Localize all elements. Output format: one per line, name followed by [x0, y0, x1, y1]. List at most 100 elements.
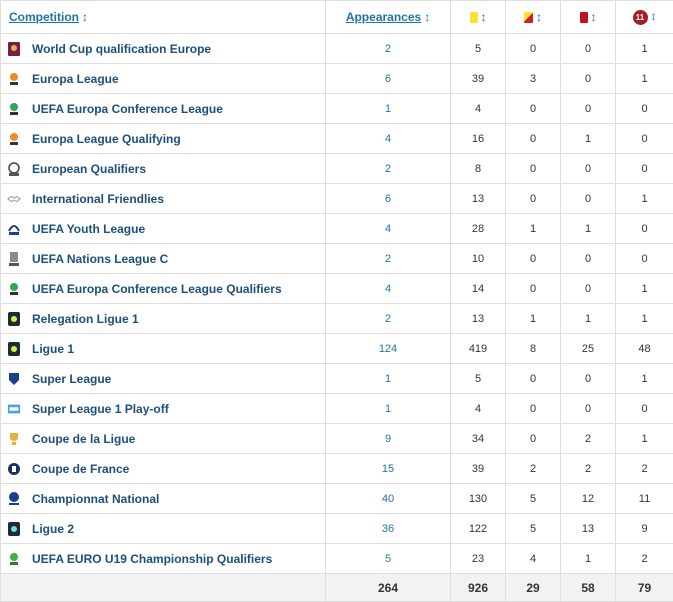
competition-cell: Coupe de France: [0, 453, 326, 484]
appearances-link[interactable]: 6: [325, 183, 451, 214]
appearances-link[interactable]: 4: [325, 123, 451, 154]
appearances-link[interactable]: 1: [325, 363, 451, 394]
competition-cell: Europa League Qualifying: [0, 123, 326, 154]
appearances-link[interactable]: 2: [325, 303, 451, 334]
yellow-cards-value: 13: [450, 303, 506, 334]
coupe-de-france-logo-icon: [7, 461, 21, 477]
yellow-card-icon: [469, 12, 478, 24]
coupe-de-la-ligue-logo-icon: [7, 431, 21, 447]
substitutions-value: 0: [615, 213, 673, 244]
appearances-link[interactable]: 1: [325, 93, 451, 124]
competition-link[interactable]: UEFA Youth League: [32, 221, 146, 236]
appearances-link[interactable]: 1: [325, 393, 451, 424]
yellow-red-cards-sort-icon[interactable]: ↕: [536, 10, 542, 24]
super-league-logo-icon: [7, 371, 21, 387]
yellow-red-cards-value: 4: [505, 543, 561, 574]
competition-link[interactable]: Europa League: [32, 71, 119, 86]
appearances-sort-icon[interactable]: ↕: [424, 10, 431, 24]
red-cards-value: 2: [560, 453, 616, 484]
yellow-red-cards-header[interactable]: ↕: [505, 0, 561, 34]
yellow-red-cards-value: 0: [505, 33, 561, 64]
substitutions-value: 0: [615, 393, 673, 424]
total-substitutions: 79: [615, 573, 673, 602]
total-red-cards: 58: [560, 573, 616, 602]
table-row: UEFA Europa Conference League Qualifiers…: [0, 273, 673, 304]
appearances-link[interactable]: 5: [325, 543, 451, 574]
wc-qualification-logo-icon: [7, 41, 21, 57]
appearances-link[interactable]: 9: [325, 423, 451, 454]
substitutions-value: 1: [615, 33, 673, 64]
competition-link[interactable]: World Cup qualification Europe: [32, 41, 212, 56]
table-row: Championnat National 40 130 5 12 11: [0, 483, 673, 514]
competition-cell: Relegation Ligue 1: [0, 303, 326, 334]
table-row: World Cup qualification Europe 2 5 0 0 1: [0, 33, 673, 64]
ligue1-relegation-logo-icon: [7, 311, 21, 327]
competition-sort-link[interactable]: Competition: [9, 10, 79, 24]
appearances-link[interactable]: 2: [325, 33, 451, 64]
appearances-link[interactable]: 6: [325, 63, 451, 94]
red-cards-value: 12: [560, 483, 616, 514]
competition-header[interactable]: Competition ↕: [0, 0, 326, 34]
competition-link[interactable]: UEFA EURO U19 Championship Qualifiers: [32, 551, 273, 566]
yellow-red-cards-value: 0: [505, 273, 561, 304]
appearances-link[interactable]: 4: [325, 273, 451, 304]
yellow-red-cards-value: 0: [505, 93, 561, 124]
competition-link[interactable]: Coupe de France: [32, 461, 130, 476]
table-row: UEFA EURO U19 Championship Qualifiers 5 23…: [0, 543, 673, 574]
substitutions-value: 1: [615, 183, 673, 214]
appearances-header[interactable]: Appearances ↕: [325, 0, 451, 34]
substitutions-sort-icon[interactable]: ↕: [650, 9, 657, 24]
table-row: UEFA Europa Conference League 1 4 0 0 0: [0, 93, 673, 124]
yellow-cards-value: 10: [450, 243, 506, 274]
competition-cell: UEFA Europa Conference League Qualifiers: [0, 273, 326, 304]
red-cards-value: 0: [560, 63, 616, 94]
substitutions-header[interactable]: 11 ↕: [615, 0, 673, 34]
competition-cell: International Friendlies: [0, 183, 326, 214]
yellow-cards-value: 13: [450, 183, 506, 214]
appearances-link[interactable]: 2: [325, 243, 451, 274]
competition-cell: UEFA EURO U19 Championship Qualifiers: [0, 543, 326, 574]
competition-cell: UEFA Youth League: [0, 213, 326, 244]
competition-link[interactable]: UEFA Europa Conference League: [32, 101, 223, 116]
competition-link[interactable]: Super League: [32, 371, 112, 386]
yellow-red-cards-value: 0: [505, 393, 561, 424]
appearances-link[interactable]: 124: [325, 333, 451, 364]
competition-link[interactable]: UEFA Nations League C: [32, 251, 169, 266]
competition-sort-icon[interactable]: ↕: [82, 10, 88, 24]
appearances-link[interactable]: 4: [325, 213, 451, 244]
table-row: Europa League Qualifying 4 16 0 1 0: [0, 123, 673, 154]
red-cards-value: 0: [560, 183, 616, 214]
competition-link[interactable]: Coupe de la Ligue: [32, 431, 136, 446]
totals-label-cell: [0, 573, 326, 602]
championnat-national-logo-icon: [7, 491, 21, 507]
red-cards-value: 0: [560, 33, 616, 64]
yellow-red-cards-value: 2: [505, 453, 561, 484]
competition-link[interactable]: European Qualifiers: [32, 161, 147, 176]
competition-link[interactable]: Super League 1 Play-off: [32, 401, 169, 416]
red-cards-value: 1: [560, 123, 616, 154]
red-cards-sort-icon[interactable]: ↕: [590, 10, 597, 24]
competition-link[interactable]: International Friendlies: [32, 191, 165, 206]
appearances-link[interactable]: 40: [325, 483, 451, 514]
appearances-link[interactable]: 2: [325, 153, 451, 184]
appearances-sort-link[interactable]: Appearances: [345, 10, 422, 24]
competition-link[interactable]: Relegation Ligue 1: [32, 311, 139, 326]
yellow-cards-value: 4: [450, 393, 506, 424]
competition-link[interactable]: Ligue 1: [32, 341, 75, 356]
competition-link[interactable]: Europa League Qualifying: [32, 131, 181, 146]
appearances-link[interactable]: 36: [325, 513, 451, 544]
europa-league-logo-icon: [7, 71, 21, 87]
ligue2-logo-icon: [7, 521, 21, 537]
yellow-cards-value: 122: [450, 513, 506, 544]
yellow-cards-value: 130: [450, 483, 506, 514]
competition-link[interactable]: Championnat National: [32, 491, 160, 506]
yellow-cards-header[interactable]: ↕: [450, 0, 506, 34]
red-cards-header[interactable]: ↕: [560, 0, 616, 34]
table-row: Relegation Ligue 1 2 13 1 1 1: [0, 303, 673, 334]
appearances-link[interactable]: 15: [325, 453, 451, 484]
euro-u19-logo-icon: [7, 551, 21, 567]
yellow-cards-sort-icon[interactable]: ↕: [480, 10, 487, 24]
red-cards-value: 0: [560, 153, 616, 184]
competition-link[interactable]: UEFA Europa Conference League Qualifiers: [32, 281, 282, 296]
competition-link[interactable]: Ligue 2: [32, 521, 75, 536]
